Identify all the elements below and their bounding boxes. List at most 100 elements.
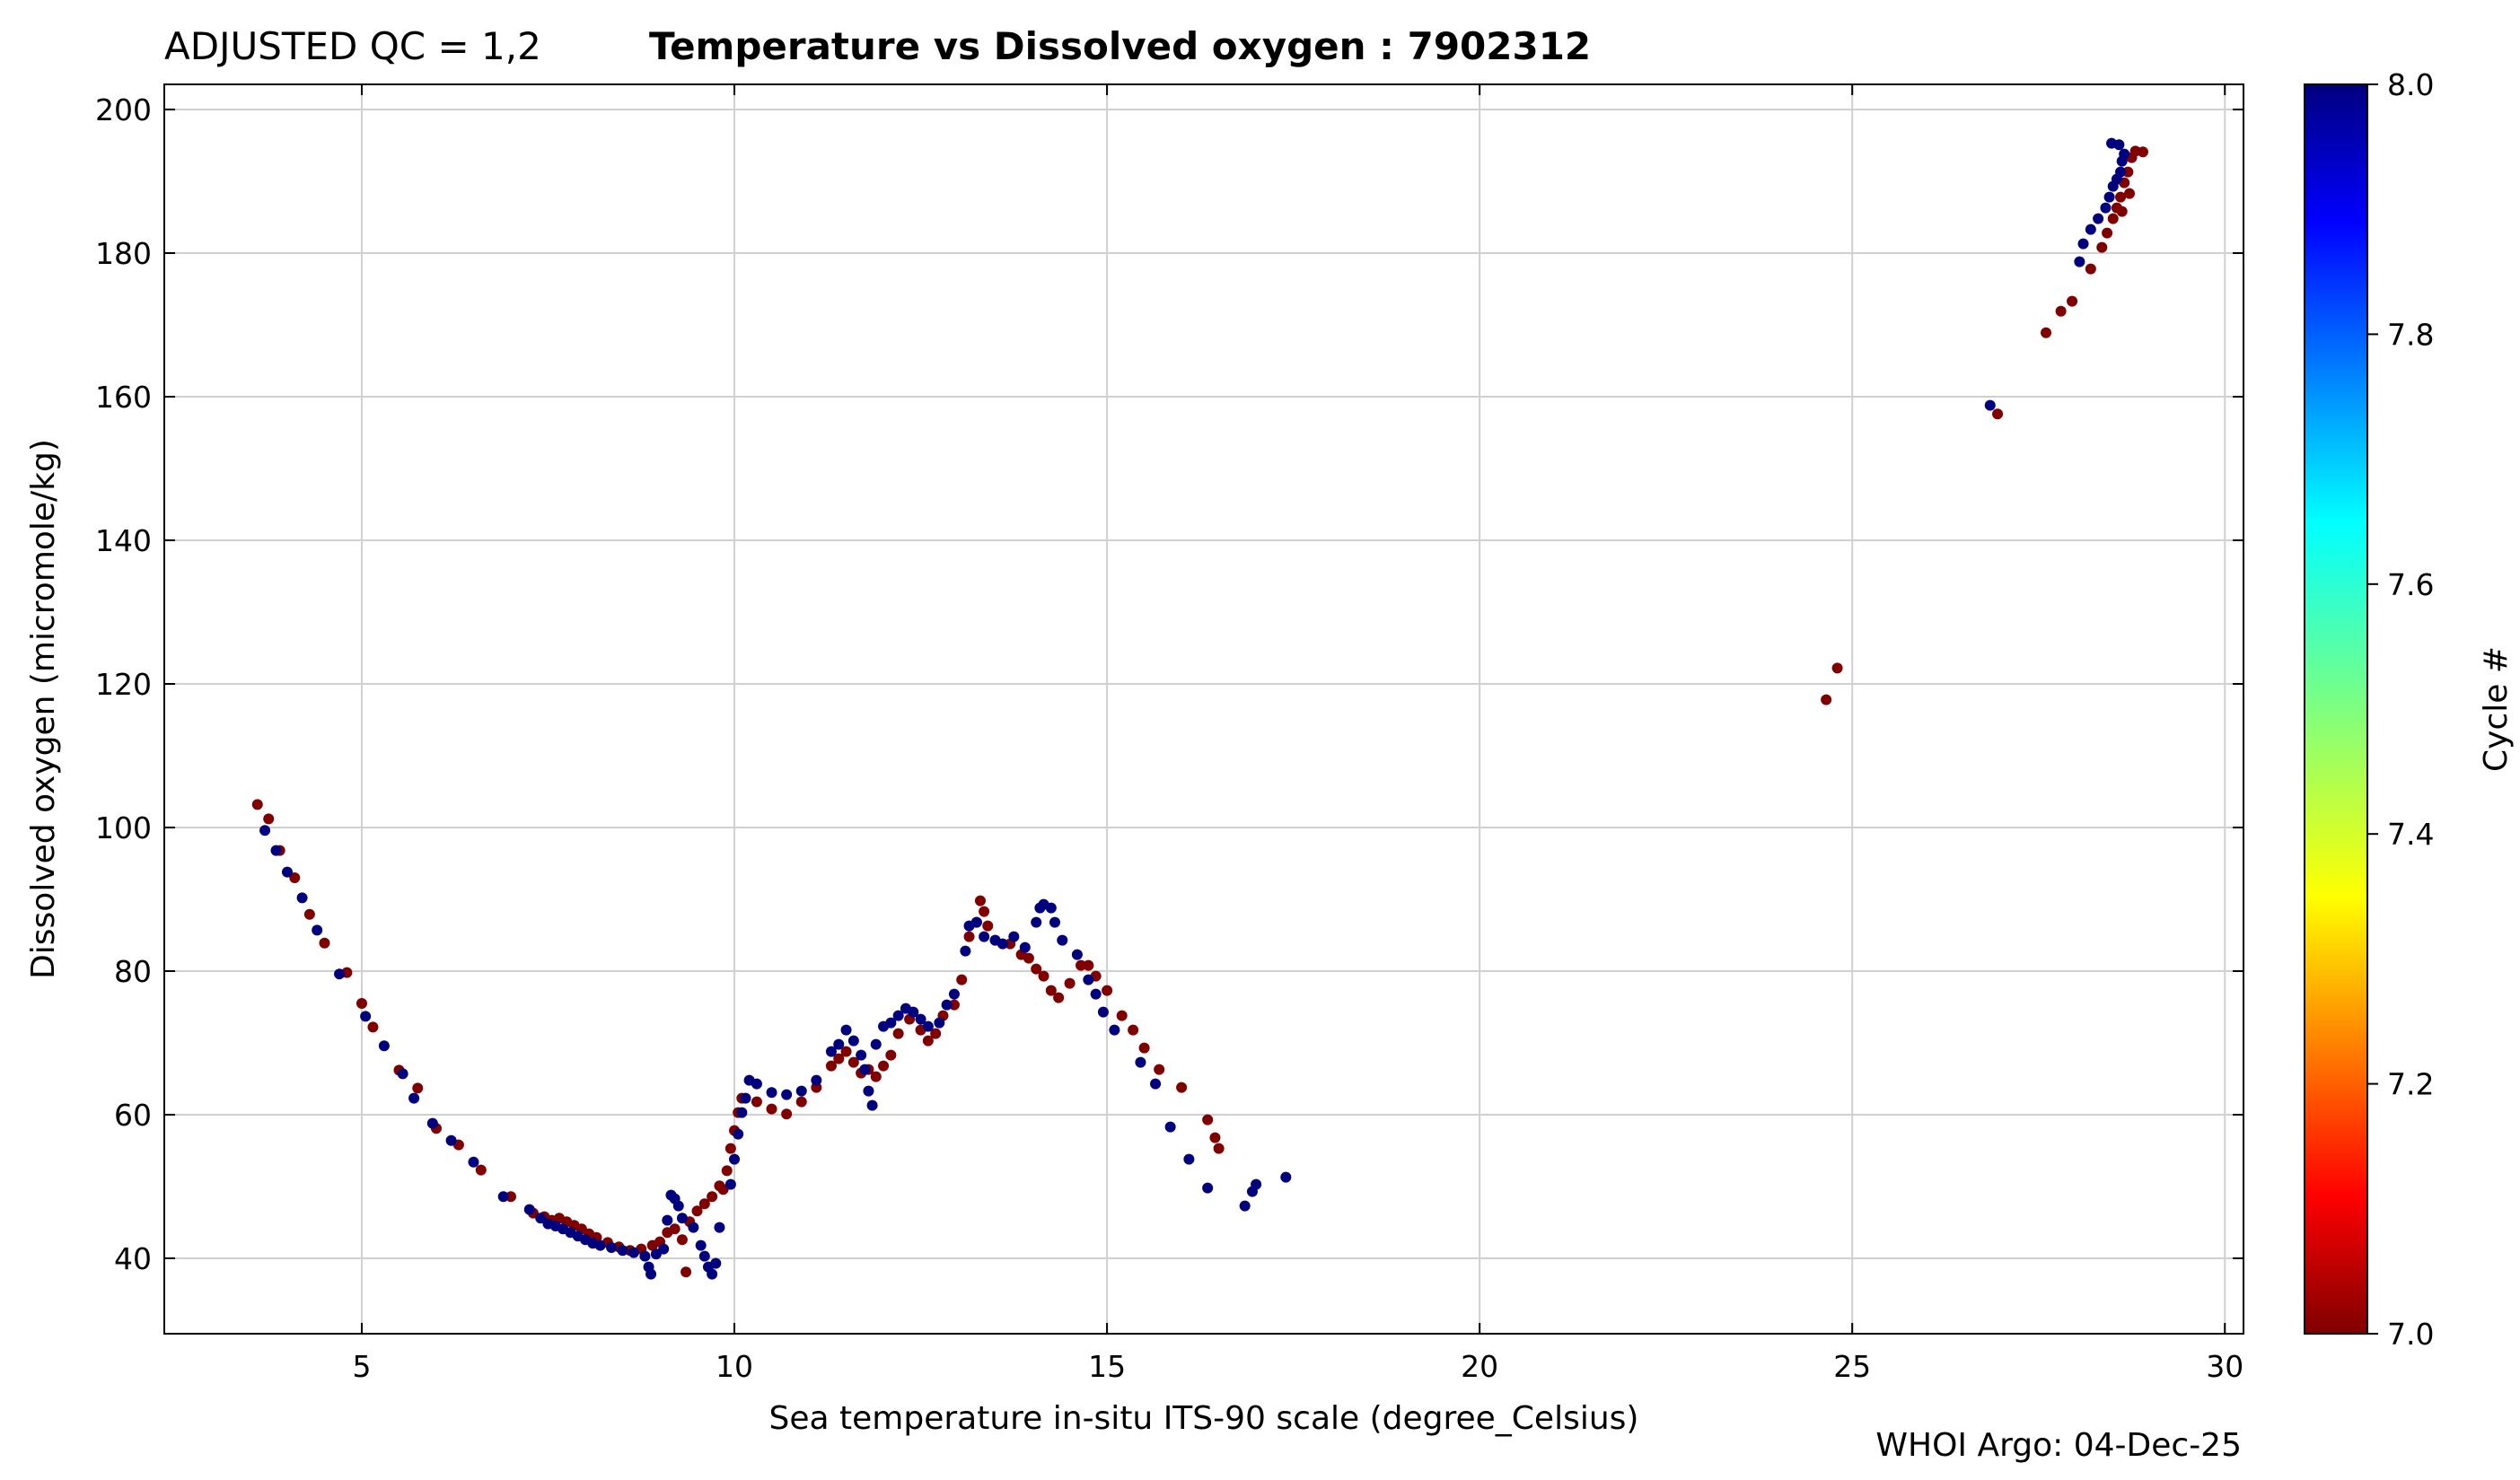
scatter-point	[2115, 191, 2127, 203]
scatter-point	[1128, 1024, 1139, 1036]
scatter-point	[606, 1242, 618, 1253]
scatter-point	[979, 906, 990, 917]
scatter-point	[698, 1250, 710, 1262]
scatter-point	[707, 1191, 718, 1203]
scatter-point	[825, 1060, 837, 1072]
scatter-point	[672, 1200, 684, 1212]
scatter-point	[367, 1021, 379, 1033]
scatter-point	[397, 1068, 408, 1080]
scatter-point	[1109, 1024, 1120, 1036]
colorbar-tick-label: 7.8	[2387, 317, 2434, 352]
scatter-point	[1031, 963, 1042, 975]
scatter-point	[1138, 1042, 1150, 1054]
scatter-point	[259, 825, 271, 836]
scatter-point	[691, 1205, 703, 1217]
y-axis-label: Dissolved oxygen (micromole/kg)	[25, 439, 62, 979]
scatter-point	[970, 916, 982, 928]
scatter-point	[505, 1191, 516, 1203]
scatter-point	[251, 799, 263, 810]
scatter-point	[1150, 1078, 1162, 1090]
scatter-point	[840, 1024, 852, 1036]
scatter-point	[2096, 241, 2108, 253]
scatter-point	[676, 1234, 688, 1246]
scatter-point	[2055, 305, 2067, 317]
scatter-point	[2077, 238, 2089, 250]
scatter-point	[833, 1053, 845, 1064]
scatter-point	[2085, 263, 2096, 275]
scatter-point	[751, 1078, 762, 1090]
scatter-point	[724, 1178, 736, 1190]
scatter-point	[2041, 327, 2052, 338]
scatter-point	[1202, 1182, 1214, 1194]
scatter-point	[922, 1020, 934, 1032]
scatter-point	[1053, 992, 1065, 1003]
scatter-point	[2113, 139, 2125, 151]
scatter-point	[695, 1239, 707, 1251]
scatter-point	[2122, 166, 2134, 178]
scatter-point	[523, 1204, 535, 1215]
colorbar: 7.0 7.2 7.4 7.6 7.8 8.0 Cycle #	[2304, 67, 2515, 1352]
scatter-point	[1183, 1153, 1195, 1165]
scatter-points	[251, 137, 2148, 1280]
x-axis-ticks: 5 10 15 20 25 30	[352, 84, 2243, 1384]
scatter-point	[1116, 1010, 1128, 1021]
scatter-point	[795, 1096, 807, 1108]
scatter-point	[1831, 662, 1843, 674]
scatter-point	[1164, 1121, 1176, 1133]
scatter-point	[1984, 399, 1996, 411]
footer-credit: WHOI Argo: 04-Dec-25	[1875, 1427, 2242, 1464]
scatter-point	[426, 1117, 438, 1129]
scatter-point	[863, 1085, 874, 1097]
scatter-point	[1083, 959, 1094, 971]
scatter-point	[1202, 1114, 1214, 1125]
scatter-point	[617, 1245, 628, 1257]
scatter-point	[885, 1017, 897, 1029]
scatter-point	[334, 968, 346, 980]
y-tick-label: 160	[95, 380, 152, 415]
scatter-point	[930, 1028, 942, 1039]
scatter-point	[982, 920, 994, 932]
scatter-point	[1097, 1006, 1109, 1018]
scatter-point	[979, 931, 990, 942]
series-cycle-7	[251, 145, 2148, 1278]
y-tick-label: 80	[114, 954, 152, 989]
scatter-point	[378, 1040, 390, 1052]
y-tick-label: 100	[95, 810, 152, 845]
scatter-point	[270, 845, 282, 856]
colorbar-tick-label: 7.2	[2387, 1067, 2434, 1102]
scatter-point	[296, 892, 308, 904]
scatter-point	[847, 1056, 859, 1068]
scatter-point	[870, 1038, 882, 1050]
scatter-point	[1135, 1056, 1146, 1068]
scatter-point	[721, 1165, 733, 1177]
scatter-point	[956, 974, 968, 985]
scatter-point	[2116, 206, 2128, 217]
scatter-point	[360, 1011, 372, 1022]
scatter-point	[795, 1085, 807, 1097]
scatter-point	[825, 1046, 837, 1057]
grid-lines	[164, 84, 2243, 1334]
scatter-point	[445, 1134, 457, 1146]
scatter-point	[866, 1099, 878, 1111]
x-axis-label: Sea temperature in-situ ITS-90 scale (de…	[769, 1400, 1639, 1437]
scatter-point	[751, 1096, 762, 1108]
scatter-point	[1090, 988, 1102, 1000]
scatter-point	[733, 1128, 744, 1140]
scatter-point	[948, 999, 960, 1011]
colorbar-tick-label: 7.6	[2387, 567, 2434, 602]
scatter-point	[669, 1223, 680, 1235]
y-tick-label: 40	[114, 1241, 152, 1276]
scatter-point	[312, 924, 323, 936]
scatter-point	[885, 1049, 897, 1061]
scatter-point	[1992, 408, 2004, 420]
scatter-point	[878, 1060, 890, 1072]
scatter-point	[2119, 148, 2130, 160]
chart-title-prefix: ADJUSTED QC = 1,2	[164, 24, 541, 68]
y-tick-label: 120	[95, 667, 152, 702]
scatter-point	[1045, 902, 1057, 914]
scatter-point	[811, 1074, 822, 1086]
chart-title: Temperature vs Dissolved oxygen : 790231…	[649, 24, 1591, 68]
scatter-point	[628, 1247, 639, 1258]
scatter-point	[707, 1268, 718, 1280]
scatter-point	[1038, 970, 1049, 982]
